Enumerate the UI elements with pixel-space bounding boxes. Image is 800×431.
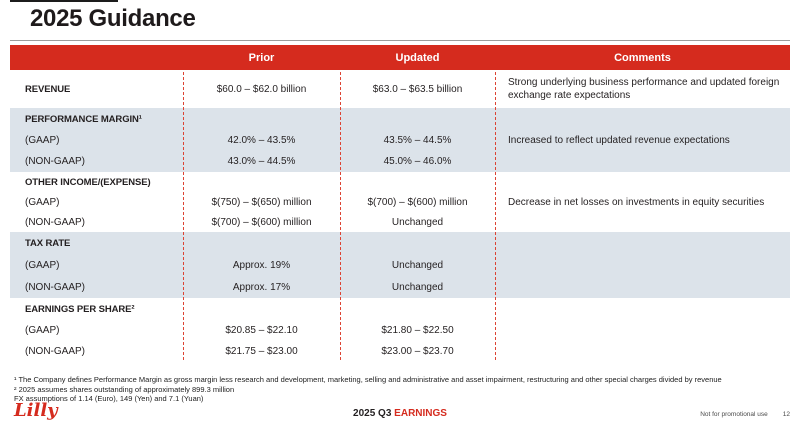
footnote-1: ¹ The Company defines Performance Margin… (14, 375, 722, 384)
lilly-logo: Lilly (14, 400, 58, 421)
table-body: REVENUE $60.0 – $62.0 billion $63.0 – $6… (10, 70, 790, 362)
column-divider (495, 72, 496, 360)
footnote-fx: FX assumptions of 1.14 (Euro), 149 (Yen)… (14, 394, 204, 404)
table-top-rule (10, 40, 790, 41)
updated-value: Unchanged (391, 259, 444, 271)
comment-text: Strong underlying business performance a… (508, 77, 780, 101)
column-header-blank (10, 45, 183, 70)
section-header: PERFORMANCE MARGIN¹ (25, 113, 142, 125)
column-header-comments: Comments (614, 51, 671, 64)
column-header-updated: Updated (395, 51, 440, 64)
guidance-table: Prior Updated Comments REVENUE $60.0 – $… (10, 45, 790, 362)
prior-value: Approx. 17% (232, 281, 291, 293)
section-header: OTHER INCOME/(EXPENSE) (25, 176, 151, 188)
row-label: (GAAP) (25, 325, 60, 336)
event-prefix: 2025 Q3 (353, 408, 395, 419)
comment-text (495, 298, 790, 362)
row-label: REVENUE (25, 83, 71, 95)
promo-note: Not for promotional use (700, 411, 768, 418)
updated-value: $(700) – $(600) million (367, 196, 468, 208)
top-left-rule (10, 0, 118, 2)
page-title: 2025 Guidance (30, 5, 196, 32)
updated-value: 45.0% – 46.0% (383, 156, 452, 167)
footnote-2: ² 2025 assumes shares outstanding of app… (14, 384, 235, 394)
prior-value: $20.85 – $22.10 (225, 325, 298, 336)
page-number: 12 (782, 411, 790, 418)
prior-value: $21.75 – $23.00 (225, 346, 298, 357)
footnotes: ¹ The Company defines Performance Margin… (14, 375, 722, 404)
row-label: (GAAP) (25, 196, 60, 208)
section-other-income: OTHER INCOME/(EXPENSE) (GAAP) $(750) – $… (10, 172, 790, 232)
footer-right: Not for promotional use 12 (700, 411, 790, 418)
column-header-prior: Prior (248, 51, 275, 64)
prior-value: 42.0% – 43.5% (227, 135, 296, 146)
column-divider (183, 72, 184, 360)
comment-text: Increased to reflect updated revenue exp… (508, 134, 730, 146)
prior-value: $60.0 – $62.0 billion (216, 83, 307, 95)
row-label: (NON-GAAP) (25, 281, 85, 293)
section-header: EARNINGS PER SHARE² (25, 303, 135, 315)
comment-text: Decrease in net losses on investments in… (508, 196, 765, 208)
section-header: TAX RATE (25, 237, 71, 249)
row-label: (NON-GAAP) (25, 346, 85, 357)
updated-value: 43.5% – 44.5% (383, 135, 452, 146)
prior-value: $(700) – $(600) million (211, 216, 312, 228)
row-label: (GAAP) (25, 259, 60, 271)
section-revenue: REVENUE $60.0 – $62.0 billion $63.0 – $6… (10, 70, 790, 108)
section-tax-rate: TAX RATE (GAAP) Approx. 19% Unchanged (N… (10, 232, 790, 298)
row-label: (NON-GAAP) (25, 156, 85, 167)
updated-value: $21.80 – $22.50 (381, 325, 454, 336)
row-label: (NON-GAAP) (25, 216, 85, 228)
updated-value: $23.00 – $23.70 (381, 346, 454, 357)
column-divider (340, 72, 341, 360)
updated-value: Unchanged (391, 216, 444, 228)
prior-value: Approx. 19% (232, 259, 291, 271)
event-suffix: EARNINGS (394, 408, 447, 419)
updated-value: Unchanged (391, 281, 444, 293)
updated-value: $63.0 – $63.5 billion (372, 83, 463, 95)
prior-value: 43.0% – 44.5% (227, 156, 296, 167)
row-label: (GAAP) (25, 135, 60, 146)
section-performance-margin: PERFORMANCE MARGIN¹ (GAAP) 42.0% – 43.5%… (10, 108, 790, 172)
comment-text (495, 232, 790, 298)
prior-value: $(750) – $(650) million (211, 196, 312, 208)
section-eps: EARNINGS PER SHARE² (GAAP) $20.85 – $22.… (10, 298, 790, 362)
footer-event-title: 2025 Q3 EARNINGS (0, 408, 800, 419)
table-header-row: Prior Updated Comments (10, 45, 790, 70)
